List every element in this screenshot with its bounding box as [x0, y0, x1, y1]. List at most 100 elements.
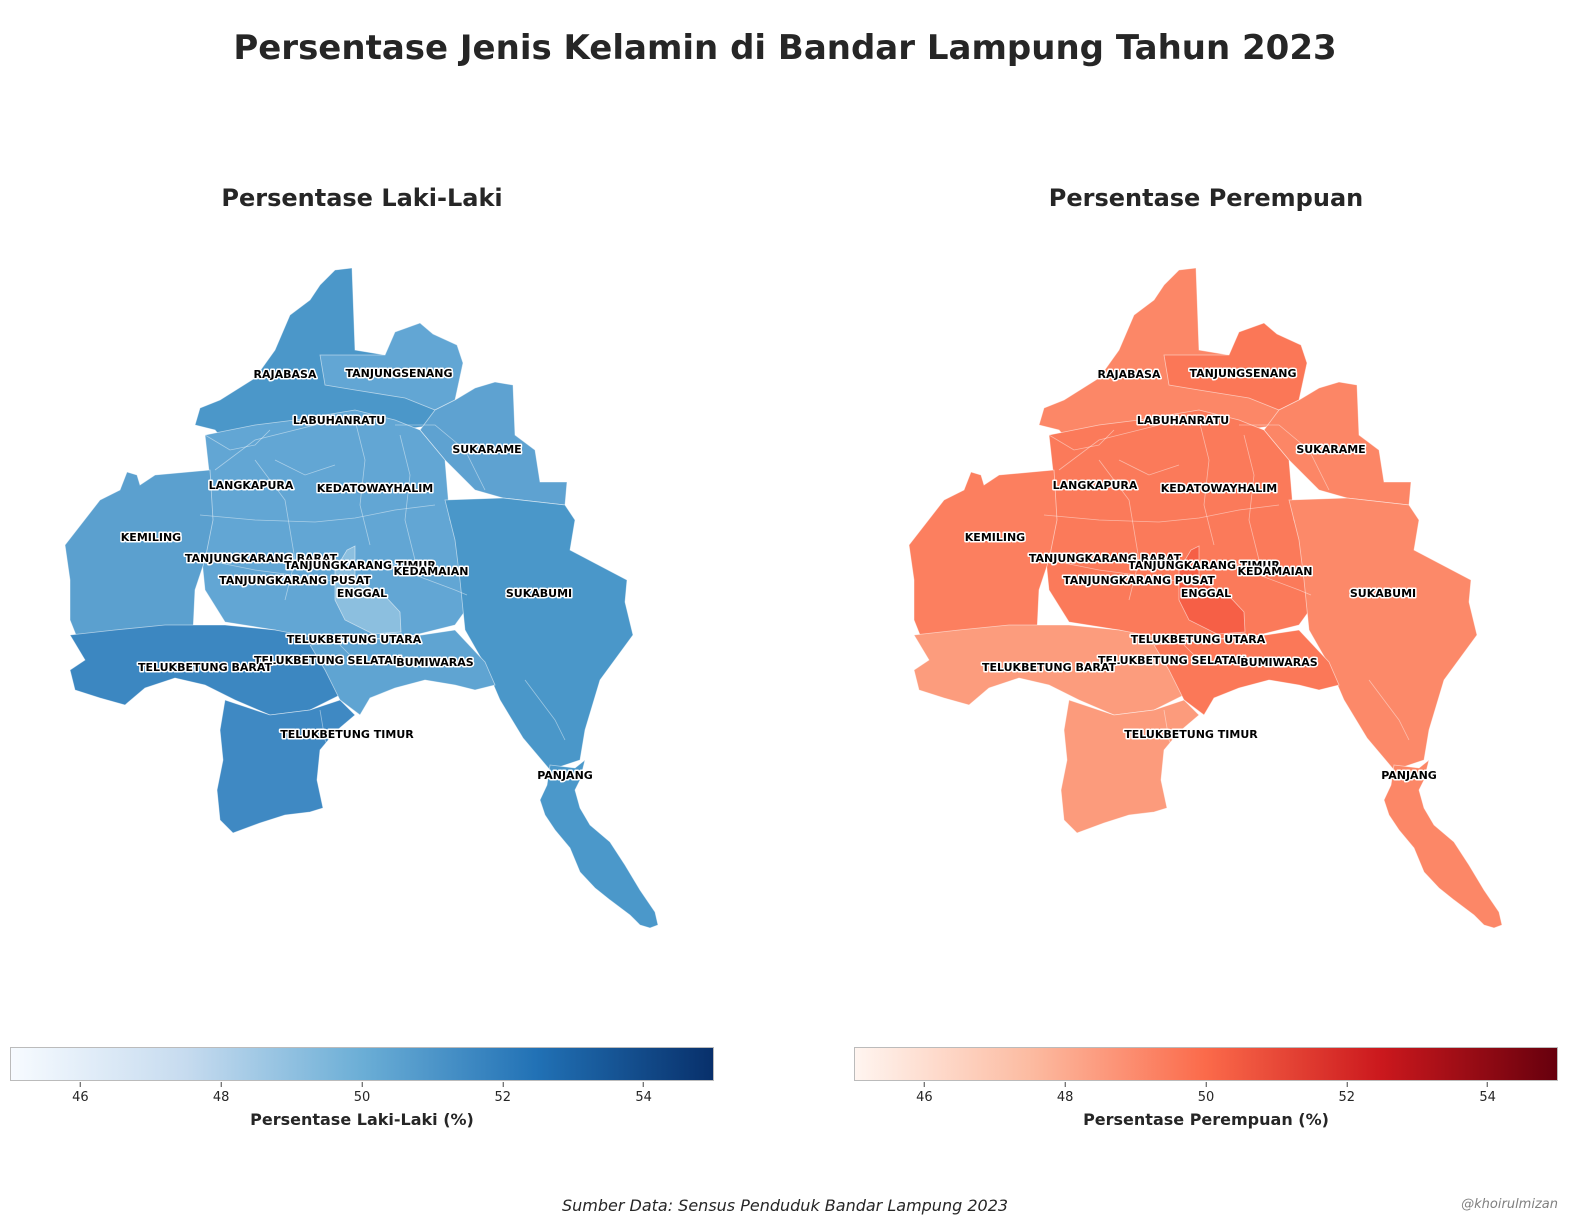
region-label-tanjungkarang-timur: TANJUNGKARANG TIMUR: [1128, 559, 1280, 572]
colorbar-tick: 54: [635, 1082, 652, 1105]
region-label-langkapura: LANGKAPURA: [209, 479, 294, 492]
district-border: [1198, 419, 1215, 546]
region-panjang: [539, 758, 659, 929]
region-sukabumi: [444, 497, 634, 771]
region-label-kedatowayhalim: KEDATOWAYHALIM: [1161, 482, 1278, 495]
region-label-telukbetung-barat: TELUKBETUNG BARAT: [982, 661, 1117, 674]
district-border: [1043, 504, 1280, 523]
female-colorbar-label: Persentase Perempuan (%): [1083, 1110, 1329, 1129]
district-border: [395, 424, 486, 491]
region-telukbetung-selatan: [1153, 629, 1340, 716]
region-telukbetung-barat: [913, 624, 1185, 716]
female-map: RAJABASA TANJUNGSENANG LABUHANRATU SUKARAME…: [908, 267, 1503, 929]
district-border: [204, 559, 356, 586]
region-panjang: [1383, 758, 1503, 929]
region-label-tanjungkarang-barat: TANJUNGKARANG BARAT: [1029, 552, 1182, 565]
district-border: [1163, 709, 1180, 761]
region-telukbetung-timur: [1060, 699, 1200, 834]
region-label-labuhanratu: LABUHANRATU: [293, 414, 385, 427]
district-border: [399, 434, 416, 561]
main-title: Persentase Jenis Kelamin di Bandar Lampu…: [233, 28, 1337, 68]
region-label-bumiwaras: BUMIWARAS: [396, 656, 473, 669]
region-label-kedamaian: KEDAMAIAN: [394, 565, 469, 578]
district-border: [1368, 679, 1410, 741]
region-telukbetung-barat: [69, 624, 341, 716]
district-border: [1048, 429, 1115, 451]
colorbar-tick: 52: [495, 1082, 512, 1105]
region-tanjungsenang: [1163, 322, 1308, 411]
region-label-telukbetung-utara: TELUKBETUNG UTARA: [287, 633, 422, 646]
region-sukarame: [1263, 381, 1412, 506]
region-label-tanjungkarang-barat: TANJUNGKARANG BARAT: [185, 552, 338, 565]
colorbar-tick: 48: [1057, 1082, 1074, 1105]
region-center: [199, 409, 474, 641]
region-label-sukabumi: SUKABUMI: [506, 587, 572, 600]
region-label-tanjungsenang: TANJUNGSENANG: [1189, 367, 1296, 380]
district-border: [319, 709, 336, 761]
region-label-kedatowayhalim: KEDATOWAYHALIM: [317, 482, 434, 495]
region-label-sukabumi: SUKABUMI: [1350, 587, 1416, 600]
region-sukarame: [419, 381, 568, 506]
female-colorbar-ticks: 46 48 50 52 54: [854, 1082, 1558, 1112]
colorbar-tick: 52: [1339, 1082, 1356, 1105]
colorbar-tick: 50: [1198, 1082, 1215, 1105]
region-label-rajabasa: RAJABASA: [1098, 368, 1161, 381]
region-label-labuhanratu: LABUHANRATU: [1137, 414, 1229, 427]
male-colorbar-ticks: 46 48 50 52 54: [10, 1082, 714, 1112]
district-border: [274, 459, 336, 476]
region-label-telukbetung-selatan: TELUKBETUNG SELATAN: [254, 654, 402, 667]
region-label-sukarame: SUKARAME: [1296, 443, 1365, 456]
region-label-kedamaian: KEDAMAIAN: [1238, 565, 1313, 578]
district-border: [199, 504, 436, 523]
region-label-sukarame: SUKARAME: [452, 443, 521, 456]
region-center: [1043, 409, 1318, 641]
male-colorbar-label: Persentase Laki-Laki (%): [250, 1110, 474, 1129]
district-border: [1239, 424, 1330, 491]
colorbar-tick: 46: [916, 1082, 933, 1105]
region-label-enggal: ENGGAL: [337, 587, 387, 600]
male-colorbar: [10, 1047, 714, 1081]
district-border: [1098, 459, 1140, 601]
district-border: [1048, 559, 1200, 586]
region-label-rajabasa: RAJABASA: [254, 368, 317, 381]
district-border: [1228, 559, 1312, 596]
district-border: [524, 679, 566, 741]
district-border: [1243, 434, 1260, 561]
region-label-telukbetung-barat: TELUKBETUNG BARAT: [138, 661, 273, 674]
colorbar-tick: 48: [213, 1082, 230, 1105]
data-source: Sumber Data: Sensus Penduduk Bandar Lamp…: [561, 1196, 1009, 1215]
district-border: [1118, 459, 1180, 476]
region-label-kemiling: KEMILING: [121, 531, 181, 544]
region-label-enggal: ENGGAL: [1181, 587, 1231, 600]
colorbar-tick: 54: [1479, 1082, 1496, 1105]
colorbar-tick: 46: [72, 1082, 89, 1105]
region-label-telukbetung-selatan: TELUKBETUNG SELATAN: [1098, 654, 1246, 667]
region-label-panjang: PANJANG: [1381, 769, 1437, 782]
region-label-kemiling: KEMILING: [965, 531, 1025, 544]
region-sukabumi: [1288, 497, 1478, 771]
district-border: [1058, 419, 1220, 471]
region-label-bumiwaras: BUMIWARAS: [1240, 656, 1317, 669]
region-label-telukbetung-utara: TELUKBETUNG UTARA: [1131, 633, 1266, 646]
district-border: [214, 419, 376, 471]
region-label-tanjungkarang-pusat: TANJUNGKARANG PUSAT: [219, 574, 371, 587]
female-colorbar: [854, 1047, 1558, 1081]
region-tanjungsenang: [319, 322, 464, 411]
region-label-telukbetung-timur: TELUKBETUNG TIMUR: [1124, 728, 1258, 741]
district-border: [1183, 644, 1240, 666]
region-label-tanjungkarang-timur: TANJUNGKARANG TIMUR: [284, 559, 436, 572]
region-telukbetung-timur: [216, 699, 356, 834]
region-telukbetung-selatan: [309, 629, 496, 716]
district-border: [339, 644, 396, 666]
district-border: [384, 559, 468, 596]
region-label-tanjungkarang-pusat: TANJUNGKARANG PUSAT: [1063, 574, 1215, 587]
region-label-panjang: PANJANG: [537, 769, 593, 782]
region-enggal: [334, 545, 402, 635]
colorbar-tick: 50: [354, 1082, 371, 1105]
region-label-langkapura: LANGKAPURA: [1053, 479, 1138, 492]
male-map: RAJABASA TANJUNGSENANG LABUHANRATU SUKARAME…: [64, 267, 659, 929]
female-panel-title: Persentase Perempuan: [1048, 184, 1364, 212]
region-label-telukbetung-timur: TELUKBETUNG TIMUR: [280, 728, 414, 741]
male-panel-title: Persentase Laki-Laki: [221, 184, 503, 212]
region-enggal: [1178, 545, 1246, 635]
